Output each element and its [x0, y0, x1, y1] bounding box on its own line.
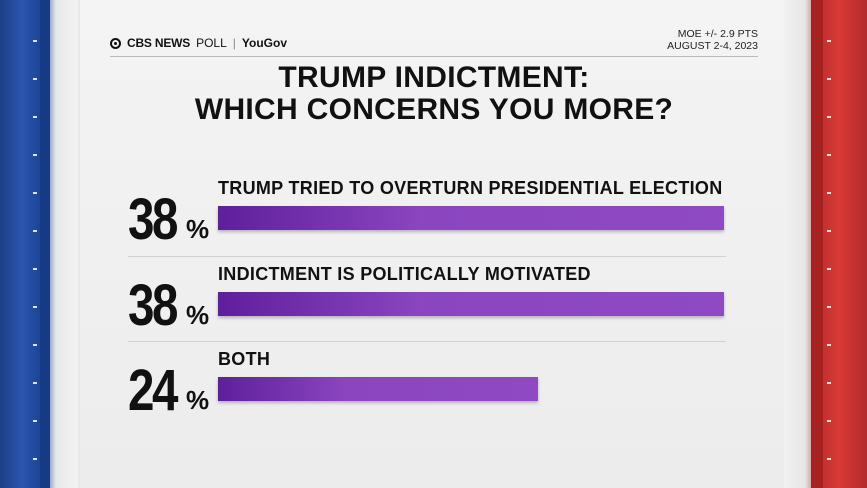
stripe-tick [33, 116, 37, 118]
stripe-tick [827, 458, 831, 460]
brand-name: CBS NEWS [127, 36, 191, 50]
logo-separator: | [232, 36, 236, 50]
stripe-tick [33, 154, 37, 156]
partner-name: YouGov [241, 36, 288, 50]
value-number: 24 [128, 358, 178, 423]
value-label: 38 % [128, 186, 209, 253]
value-label: 38 % [128, 272, 209, 339]
right-flag-stripe [783, 0, 867, 488]
stripe-tick [33, 268, 37, 270]
stripe-tick [827, 344, 831, 346]
chart-title: TRUMP INDICTMENT: WHICH CONCERNS YOU MOR… [110, 62, 758, 126]
bar [218, 292, 724, 316]
margin-of-error: MOE +/- 2.9 PTS AUGUST 2-4, 2023 [667, 28, 758, 52]
bar-row: 24 % BOTH [128, 343, 728, 429]
header-rule [110, 56, 758, 57]
stripe-tick [827, 154, 831, 156]
value-label: 24 % [128, 357, 209, 424]
poll-dates: AUGUST 2-4, 2023 [667, 40, 758, 52]
stripe-tick [827, 268, 831, 270]
bar [218, 377, 538, 401]
value-number: 38 [128, 273, 178, 338]
percent-sign: % [186, 385, 210, 415]
category-label: INDICTMENT IS POLITICALLY MOTIVATED [218, 264, 591, 284]
stripe-tick [33, 78, 37, 80]
cbs-eye-icon [110, 37, 121, 49]
category-label: TRUMP TRIED TO OVERTURN PRESIDENTIAL ELE… [218, 178, 723, 198]
percent-sign: % [186, 214, 210, 244]
bar [218, 206, 724, 230]
title-line-1: TRUMP INDICTMENT: [278, 61, 590, 94]
stripe-tick [827, 230, 831, 232]
stripe-tick [33, 192, 37, 194]
stripe-tick [827, 306, 831, 308]
title-line-2: WHICH CONCERNS YOU MORE? [194, 93, 674, 126]
value-number: 38 [128, 187, 178, 252]
row-divider [128, 256, 726, 257]
bar-row: 38 % TRUMP TRIED TO OVERTURN PRESIDENTIA… [128, 172, 728, 258]
poll-header: CBS NEWS POLL | YouGov MOE +/- 2.9 PTS A… [110, 28, 758, 58]
stripe-tick [33, 40, 37, 42]
percent-sign: % [186, 300, 210, 330]
category-label: BOTH [218, 349, 271, 369]
stripe-tick [33, 344, 37, 346]
right-stripe-rail [811, 0, 823, 488]
stripe-tick [33, 230, 37, 232]
stripe-tick [827, 116, 831, 118]
stripe-tick [827, 78, 831, 80]
stripe-tick [33, 420, 37, 422]
stripe-tick [33, 382, 37, 384]
stripe-tick [827, 40, 831, 42]
stripe-tick [33, 306, 37, 308]
stripe-tick [827, 382, 831, 384]
left-flag-stripe [0, 0, 78, 488]
row-divider [128, 341, 726, 342]
stripe-tick [827, 420, 831, 422]
left-stripe-rail [40, 0, 50, 488]
moe-text: MOE +/- 2.9 PTS [677, 28, 758, 40]
poll-panel [80, 0, 784, 488]
stripe-tick [827, 192, 831, 194]
poll-label: POLL [196, 36, 227, 50]
stripe-tick [33, 458, 37, 460]
cbs-yougov-logo: CBS NEWS POLL | YouGov [110, 36, 287, 50]
bar-row: 38 % INDICTMENT IS POLITICALLY MOTIVATED [128, 258, 728, 344]
